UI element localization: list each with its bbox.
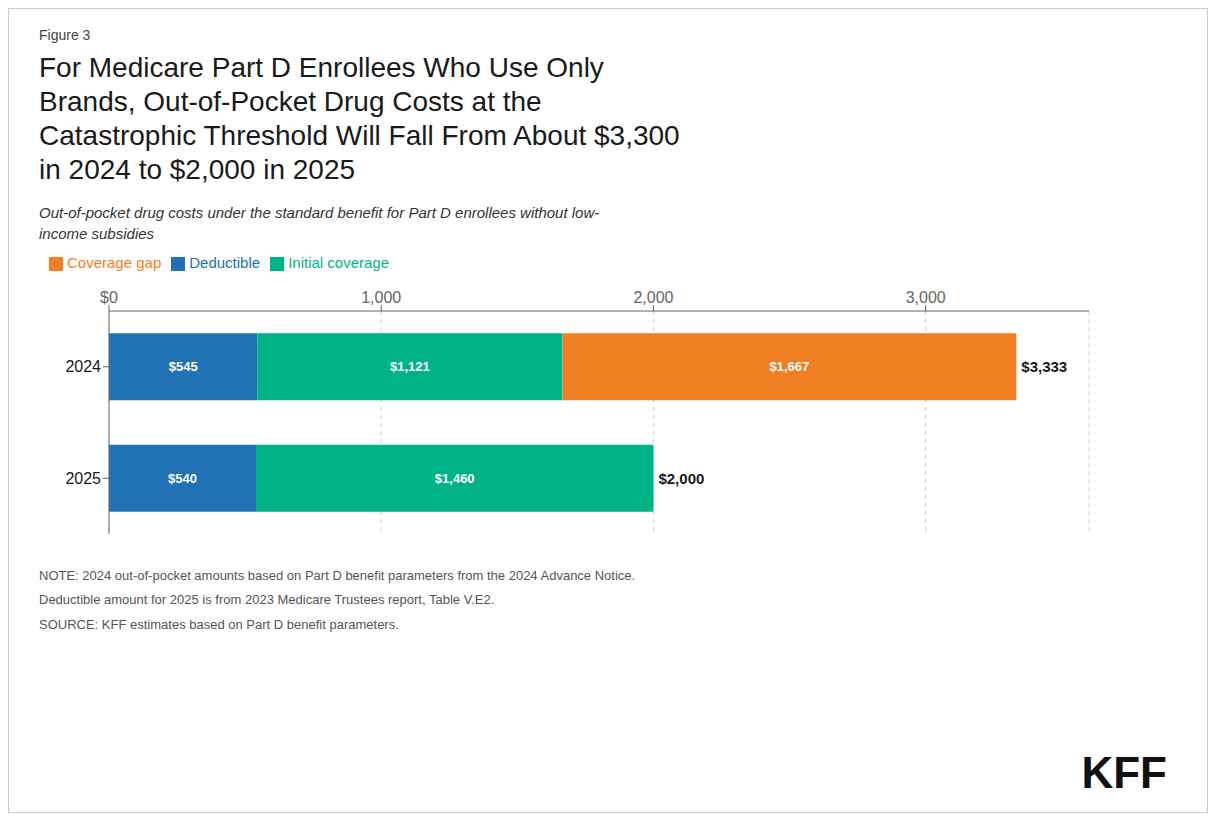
svg-text:2024: 2024 (65, 358, 101, 375)
html-text:Deductible: Deductible (189, 253, 261, 271)
svg-text:$3,333: $3,333 (1021, 358, 1067, 375)
svg-text:$540: $540 (168, 470, 197, 485)
html-text:SOURCE: KFF estimates based on: SOURCE: KFF estimates based on Part D be… (39, 617, 399, 632)
svg-text:$545: $545 (169, 359, 198, 374)
svg-text:$2,000: $2,000 (658, 469, 704, 486)
svg-text:2,000: 2,000 (633, 289, 673, 306)
svg-text:1,000: 1,000 (361, 289, 401, 306)
svg-text:$1,121: $1,121 (390, 359, 430, 374)
html-text:Coverage gap: Coverage gap (67, 253, 162, 271)
svg-text:$0: $0 (100, 289, 118, 306)
html-text:Deductible amount for 2025 is: Deductible amount for 2025 is from 2023 … (39, 592, 495, 608)
html-text:NOTE: 2024 out-of-pocket amoun: NOTE: 2024 out-of-pocket amounts based o… (39, 567, 636, 583)
html-text:Initial coverage: Initial coverage (288, 253, 389, 271)
html-text:KFF: KFF (1081, 748, 1167, 797)
html-text:Figure 3: Figure 3 (39, 27, 91, 43)
svg-text:$1,460: $1,460 (435, 470, 475, 485)
html-text:Out-of-pocket drug costs under: Out-of-pocket drug costs under the stand… (39, 203, 600, 242)
svg-text:$1,667: $1,667 (770, 359, 810, 374)
html-text:For Medicare Part D Enrollees: For Medicare Part D Enrollees Who Use On… (39, 52, 680, 186)
svg-text:3,000: 3,000 (906, 289, 946, 306)
svg-text:2025: 2025 (65, 470, 101, 487)
